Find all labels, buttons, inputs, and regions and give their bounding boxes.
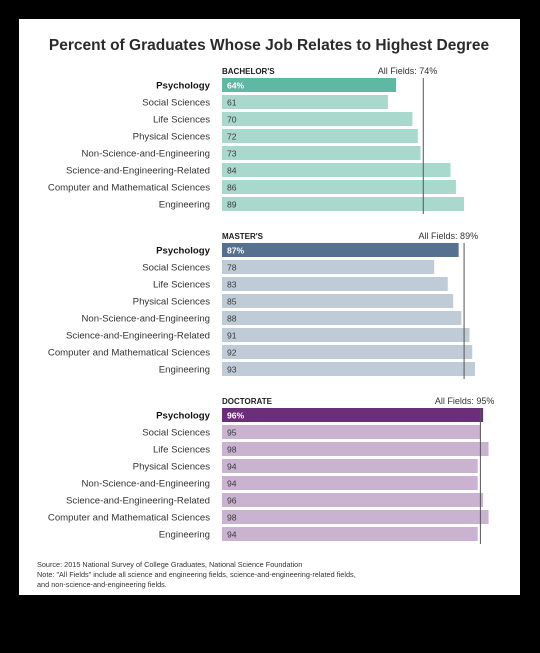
panel-title: DOCTORATE bbox=[222, 397, 273, 406]
bar bbox=[222, 328, 470, 342]
source-line-3: and non-science-and-engineering fields. bbox=[37, 580, 167, 589]
category-label: Physical Sciences bbox=[133, 297, 211, 308]
value-label: 88 bbox=[227, 314, 237, 324]
bar bbox=[222, 476, 478, 490]
value-label: 64% bbox=[227, 81, 245, 91]
category-label: Social Sciences bbox=[142, 428, 210, 439]
category-label: Physical Sciences bbox=[133, 462, 211, 473]
category-label: Life Sciences bbox=[153, 115, 210, 126]
value-label: 98 bbox=[227, 445, 237, 455]
value-label: 96% bbox=[227, 411, 245, 421]
chart-panels: BACHELOR'S All Fields: 74% Psychology 64% So… bbox=[48, 66, 495, 544]
value-label: 84 bbox=[227, 166, 237, 176]
category-label: Social Sciences bbox=[142, 98, 210, 109]
value-label: 61 bbox=[227, 98, 237, 108]
bar bbox=[222, 243, 459, 257]
value-label: 78 bbox=[227, 263, 237, 273]
category-label: Science-and-Engineering-Related bbox=[66, 496, 210, 507]
bar bbox=[222, 408, 484, 422]
reference-label: All Fields: 89% bbox=[419, 231, 479, 241]
category-label: Psychology bbox=[156, 411, 211, 422]
value-label: 94 bbox=[227, 479, 237, 489]
value-label: 85 bbox=[227, 297, 237, 307]
bar bbox=[222, 146, 421, 160]
category-label: Science-and-Engineering-Related bbox=[66, 331, 210, 342]
value-label: 98 bbox=[227, 513, 237, 523]
category-label: Social Sciences bbox=[142, 263, 210, 274]
category-label: Science-and-Engineering-Related bbox=[66, 166, 210, 177]
reference-label: All Fields: 95% bbox=[435, 396, 495, 406]
category-label: Non-Science-and-Engineering bbox=[81, 149, 210, 160]
value-label: 94 bbox=[227, 462, 237, 472]
category-label: Engineering bbox=[159, 200, 210, 211]
bar bbox=[222, 163, 451, 177]
category-label: Computer and Mathematical Sciences bbox=[48, 513, 210, 524]
bar bbox=[222, 260, 435, 274]
category-label: Computer and Mathematical Sciences bbox=[48, 348, 210, 359]
panel-0: BACHELOR'S All Fields: 74% Psychology 64% So… bbox=[48, 66, 465, 214]
chart-figure: Percent of Graduates Whose Job Relates t… bbox=[37, 37, 495, 589]
bar bbox=[222, 197, 465, 211]
value-label: 96 bbox=[227, 496, 237, 506]
panel-title: BACHELOR'S bbox=[222, 67, 275, 76]
bar bbox=[222, 112, 413, 126]
bar bbox=[222, 425, 481, 439]
source-line-1: Source: 2015 National Survey of College … bbox=[37, 560, 302, 569]
bar bbox=[222, 78, 397, 92]
panel-1: MASTER'S All Fields: 89% Psychology 87% Soci… bbox=[48, 231, 478, 379]
bar bbox=[222, 180, 456, 194]
bar bbox=[222, 442, 489, 456]
bar bbox=[222, 459, 478, 473]
bar bbox=[222, 362, 475, 376]
chart-title: Percent of Graduates Whose Job Relates t… bbox=[49, 37, 490, 54]
category-label: Non-Science-and-Engineering bbox=[81, 479, 210, 490]
category-label: Life Sciences bbox=[153, 445, 210, 456]
value-label: 86 bbox=[227, 183, 237, 193]
category-label: Life Sciences bbox=[153, 280, 210, 291]
bar bbox=[222, 311, 462, 325]
value-label: 94 bbox=[227, 530, 237, 540]
bar bbox=[222, 527, 478, 541]
source-line-2: Note: "All Fields" include all science a… bbox=[37, 570, 356, 579]
bar bbox=[222, 277, 448, 291]
category-label: Computer and Mathematical Sciences bbox=[48, 183, 210, 194]
panel-2: DOCTORATE All Fields: 95% Psychology 96% Soc… bbox=[48, 396, 495, 544]
value-label: 91 bbox=[227, 331, 237, 341]
value-label: 72 bbox=[227, 132, 237, 142]
category-label: Psychology bbox=[156, 246, 211, 257]
bar bbox=[222, 510, 489, 524]
bar bbox=[222, 95, 388, 109]
panel-title: MASTER'S bbox=[222, 232, 264, 241]
category-label: Engineering bbox=[159, 530, 210, 541]
value-label: 87% bbox=[227, 246, 245, 256]
category-label: Non-Science-and-Engineering bbox=[81, 314, 210, 325]
value-label: 70 bbox=[227, 115, 237, 125]
value-label: 89 bbox=[227, 200, 237, 210]
bar bbox=[222, 129, 418, 143]
value-label: 83 bbox=[227, 280, 237, 290]
value-label: 93 bbox=[227, 365, 237, 375]
value-label: 92 bbox=[227, 348, 237, 358]
reference-label: All Fields: 74% bbox=[378, 66, 438, 76]
category-label: Engineering bbox=[159, 365, 210, 376]
bar bbox=[222, 294, 454, 308]
chart-card: Percent of Graduates Whose Job Relates t… bbox=[19, 19, 520, 595]
bar bbox=[222, 345, 473, 359]
category-label: Physical Sciences bbox=[133, 132, 211, 143]
bar bbox=[222, 493, 484, 507]
category-label: Psychology bbox=[156, 81, 211, 92]
value-label: 95 bbox=[227, 428, 237, 438]
value-label: 73 bbox=[227, 149, 237, 159]
